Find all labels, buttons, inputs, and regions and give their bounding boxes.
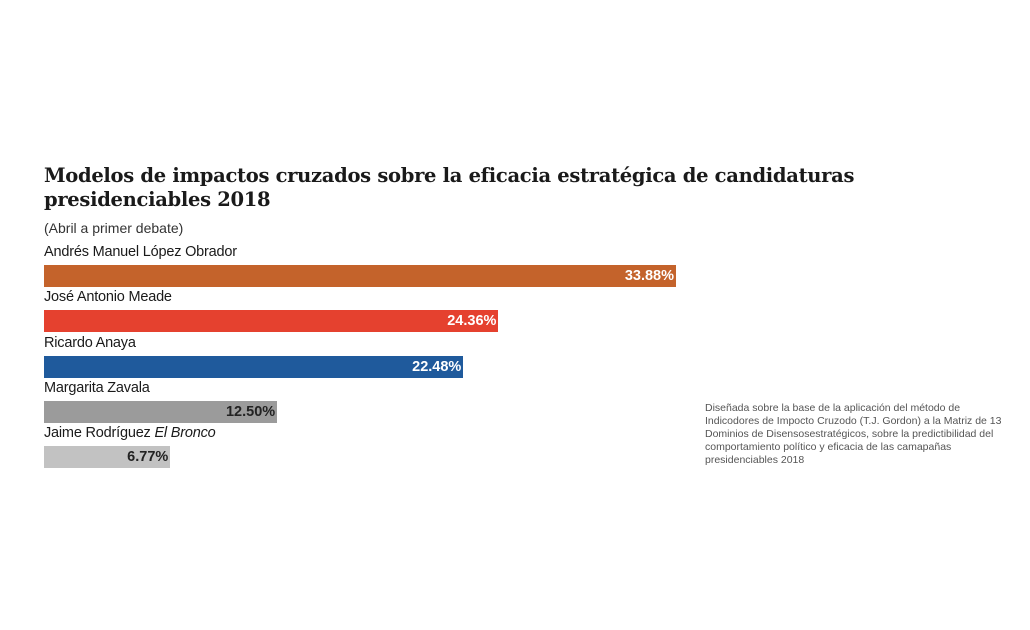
bar <box>44 446 171 469</box>
category-nickname: El Bronco <box>150 425 216 442</box>
data-label: 22.48% <box>412 358 462 375</box>
category-name: José Antonio Meade <box>44 289 172 306</box>
source-note: Diseñada sobre la base de la aplicación … <box>705 402 1002 466</box>
chart-title: Modelos de impactos cruzados sobre la ef… <box>44 164 855 211</box>
bar <box>44 355 464 378</box>
category-label: Jaime Rodríguez El Bronco <box>44 425 216 441</box>
category-name: Jaime Rodríguez <box>44 425 151 442</box>
category-label: Ricardo Anaya <box>44 335 136 351</box>
category-label: Andrés Manuel López Obrador <box>44 244 237 260</box>
data-label: 24.36% <box>447 313 497 330</box>
data-label: 12.50% <box>225 403 276 420</box>
chart-subtitle: (Abril a primer debate) <box>44 220 184 236</box>
category-name: Andrés Manuel López Obrador <box>44 244 237 260</box>
data-label: 6.77% <box>127 449 169 466</box>
data-label: 33.88% <box>624 268 674 284</box>
bar <box>44 310 499 333</box>
category-name: Margarita Zavala <box>44 379 150 396</box>
bar <box>44 265 676 287</box>
category-name: Ricardo Anaya <box>44 334 136 351</box>
category-label: José Antonio Meade <box>44 289 172 305</box>
category-label: Margarita Zavala <box>44 380 150 396</box>
bar <box>44 400 278 423</box>
